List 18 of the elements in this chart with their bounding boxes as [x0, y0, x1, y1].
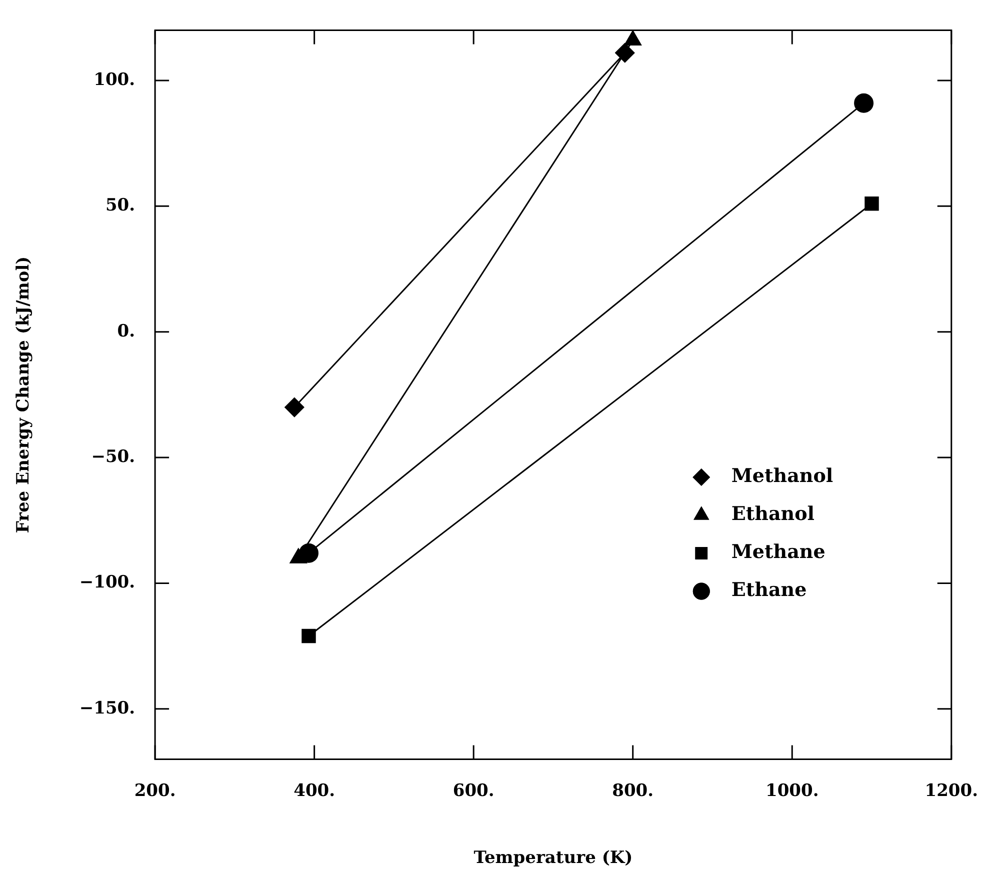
y-tick-label: −100.	[79, 572, 136, 593]
x-axis-title: Temperature (K)	[474, 848, 633, 868]
x-tick-label: 1200.	[924, 780, 978, 801]
x-tick-label: 200.	[134, 780, 176, 801]
legend-label: Methanol	[731, 465, 834, 488]
legend-label: Ethanol	[731, 503, 814, 526]
y-tick-label: 0.	[117, 321, 136, 342]
legend-label: Ethane	[731, 579, 807, 602]
x-tick-label: 400.	[294, 780, 336, 801]
x-tick-label: 800.	[612, 780, 654, 801]
y-tick-label: 50.	[105, 196, 136, 216]
y-tick-label: −150.	[79, 698, 136, 718]
y-tick-label: −50.	[91, 446, 136, 467]
legend-label: Methane	[731, 541, 826, 564]
x-tick-label: 600.	[452, 780, 494, 801]
y-axis-title: Free Energy Change (kJ/mol)	[14, 256, 34, 534]
x-tick-label: 1000.	[766, 780, 819, 801]
y-tick-label: 100.	[94, 70, 136, 90]
